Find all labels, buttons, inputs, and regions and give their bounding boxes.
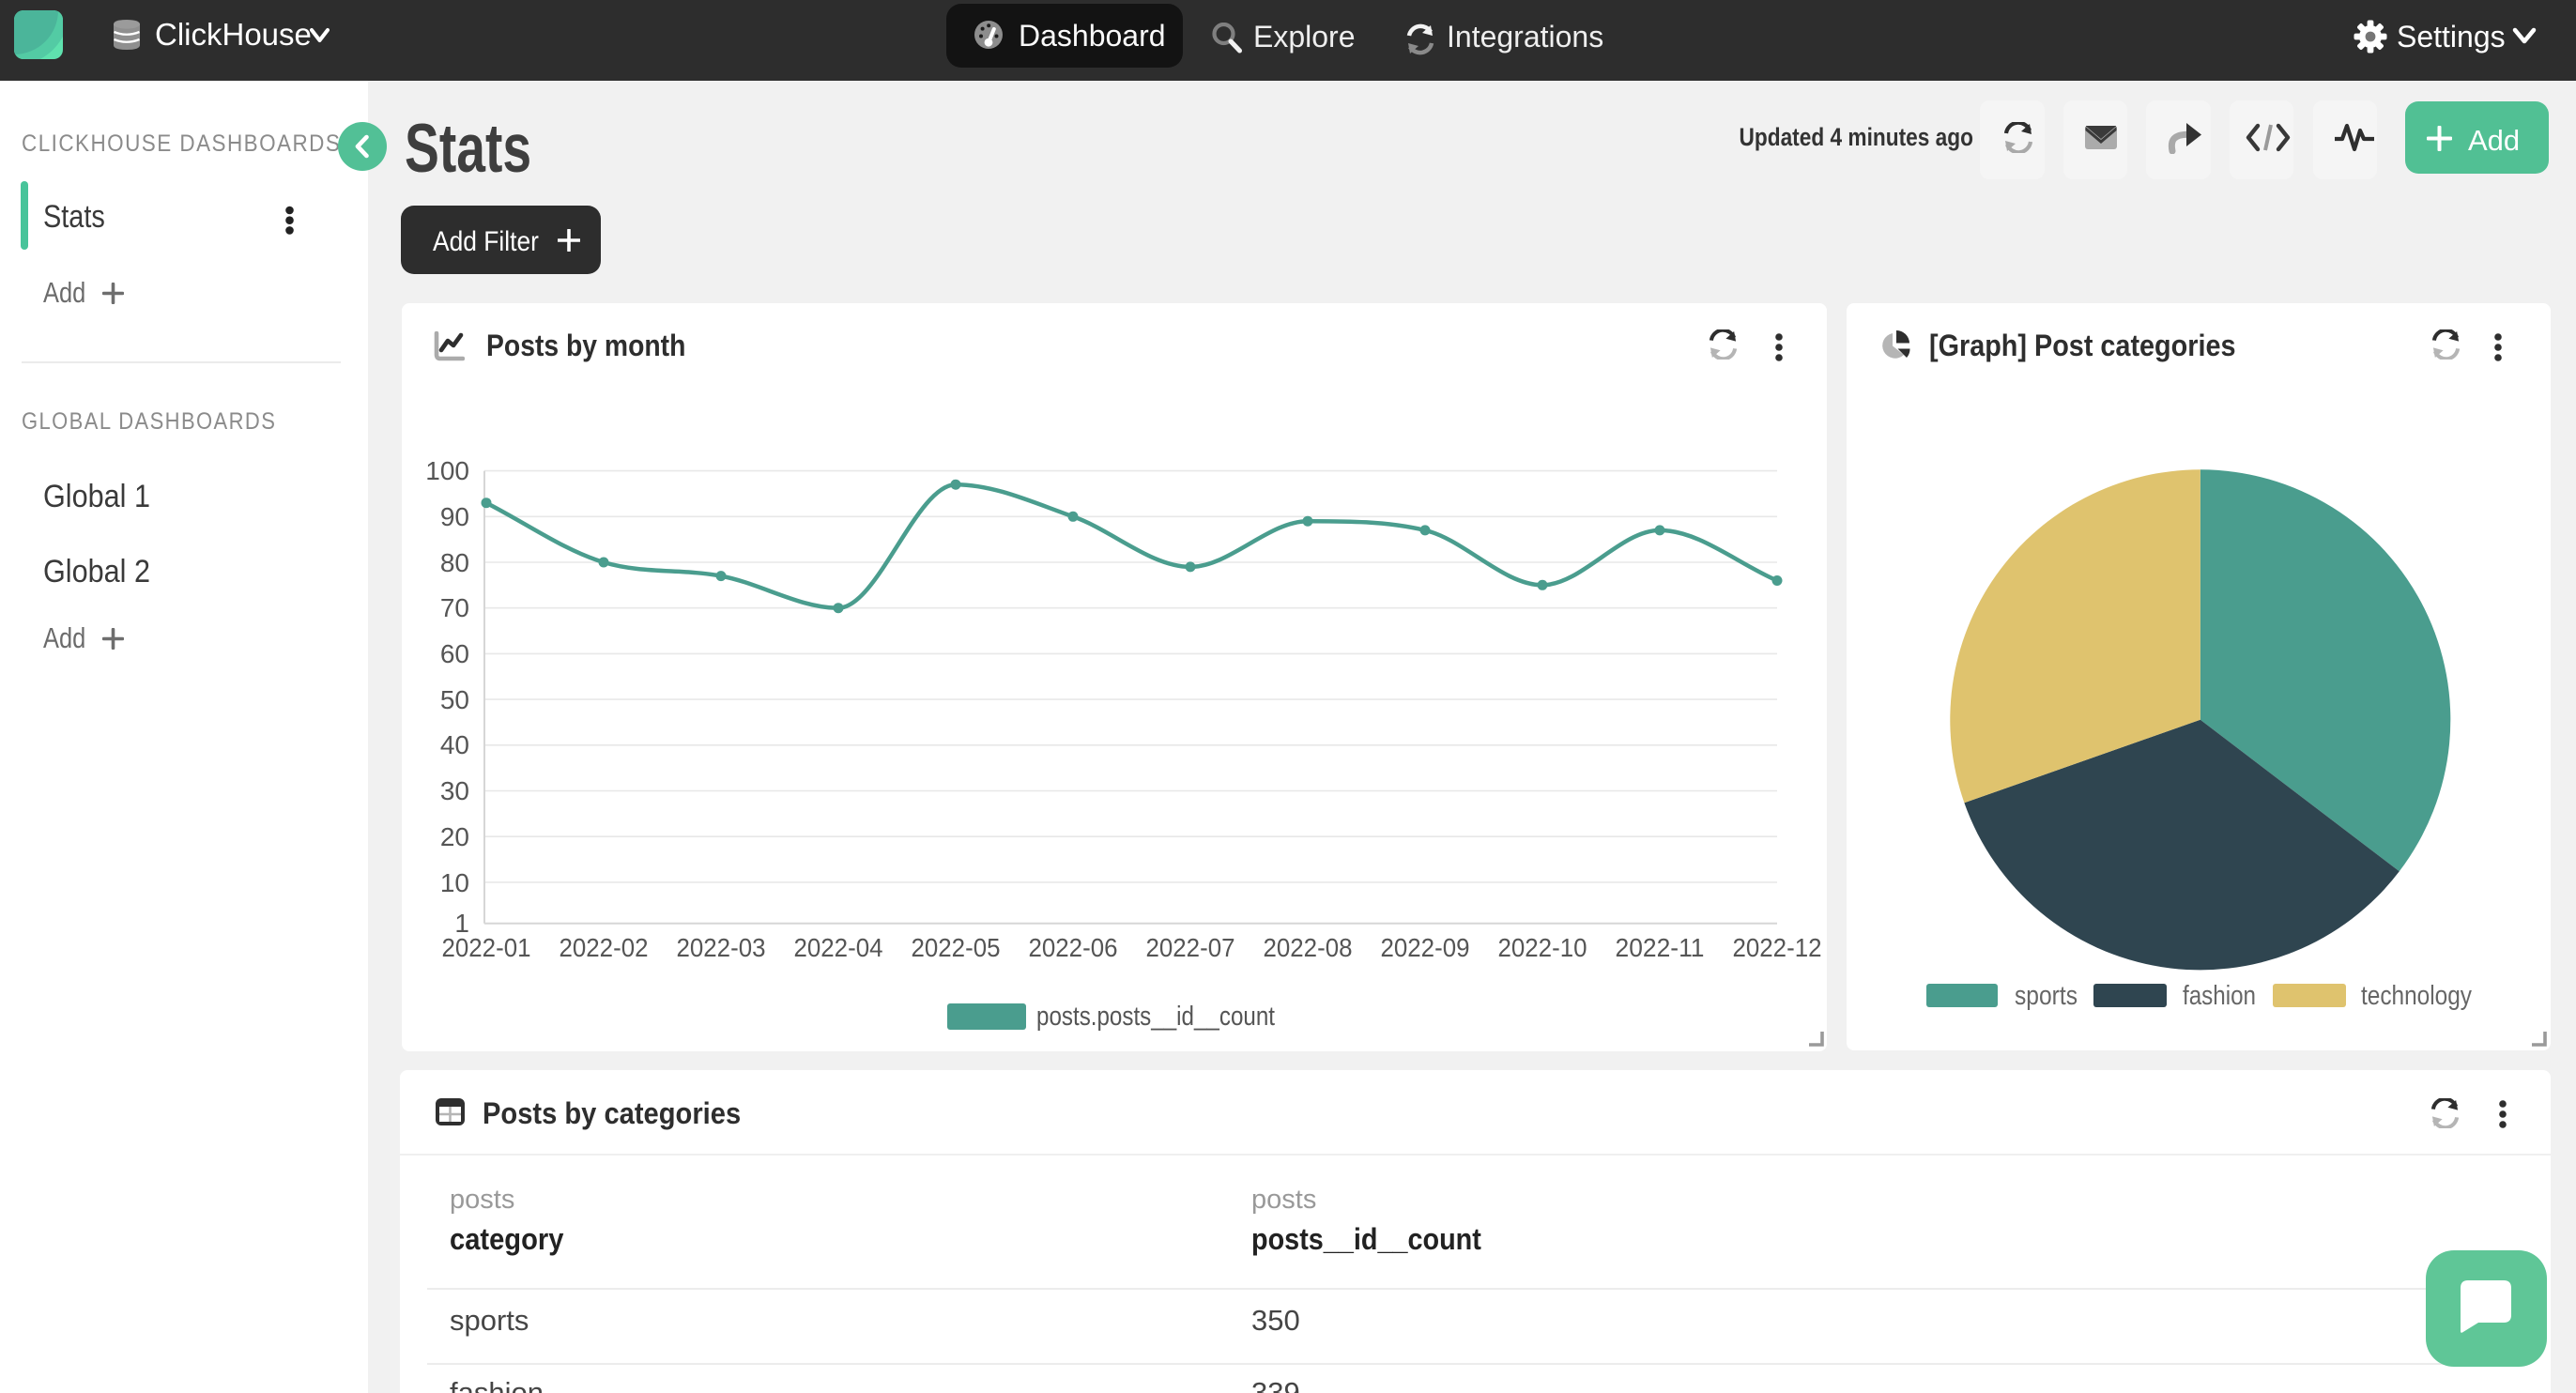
svg-text:2022-10: 2022-10 — [1498, 933, 1587, 962]
svg-text:60: 60 — [440, 639, 469, 668]
svg-text:90: 90 — [440, 502, 469, 531]
svg-text:100: 100 — [425, 456, 469, 485]
svg-text:20: 20 — [440, 822, 469, 851]
svg-text:2022-06: 2022-06 — [1029, 933, 1118, 962]
svg-text:70: 70 — [440, 593, 469, 622]
svg-text:fashion: fashion — [2183, 981, 2256, 1011]
svg-text:2022-03: 2022-03 — [677, 933, 766, 962]
svg-text:2022-08: 2022-08 — [1264, 933, 1353, 962]
svg-text:10: 10 — [440, 868, 469, 897]
svg-text:2022-05: 2022-05 — [912, 933, 1001, 962]
svg-text:2022-07: 2022-07 — [1146, 933, 1235, 962]
svg-text:2022-02: 2022-02 — [560, 933, 649, 962]
svg-text:40: 40 — [440, 730, 469, 759]
svg-text:2022-01: 2022-01 — [442, 933, 531, 962]
svg-text:technology: technology — [2361, 981, 2472, 1011]
svg-text:2022-12: 2022-12 — [1733, 933, 1822, 962]
svg-text:30: 30 — [440, 776, 469, 805]
svg-text:posts.posts__id__count: posts.posts__id__count — [1036, 1002, 1275, 1032]
svg-text:1: 1 — [454, 909, 469, 938]
svg-text:50: 50 — [440, 685, 469, 714]
svg-text:sports: sports — [2015, 981, 2078, 1011]
svg-text:2022-11: 2022-11 — [1616, 933, 1705, 962]
svg-text:2022-09: 2022-09 — [1381, 933, 1470, 962]
svg-text:80: 80 — [440, 548, 469, 577]
svg-text:2022-04: 2022-04 — [794, 933, 883, 962]
